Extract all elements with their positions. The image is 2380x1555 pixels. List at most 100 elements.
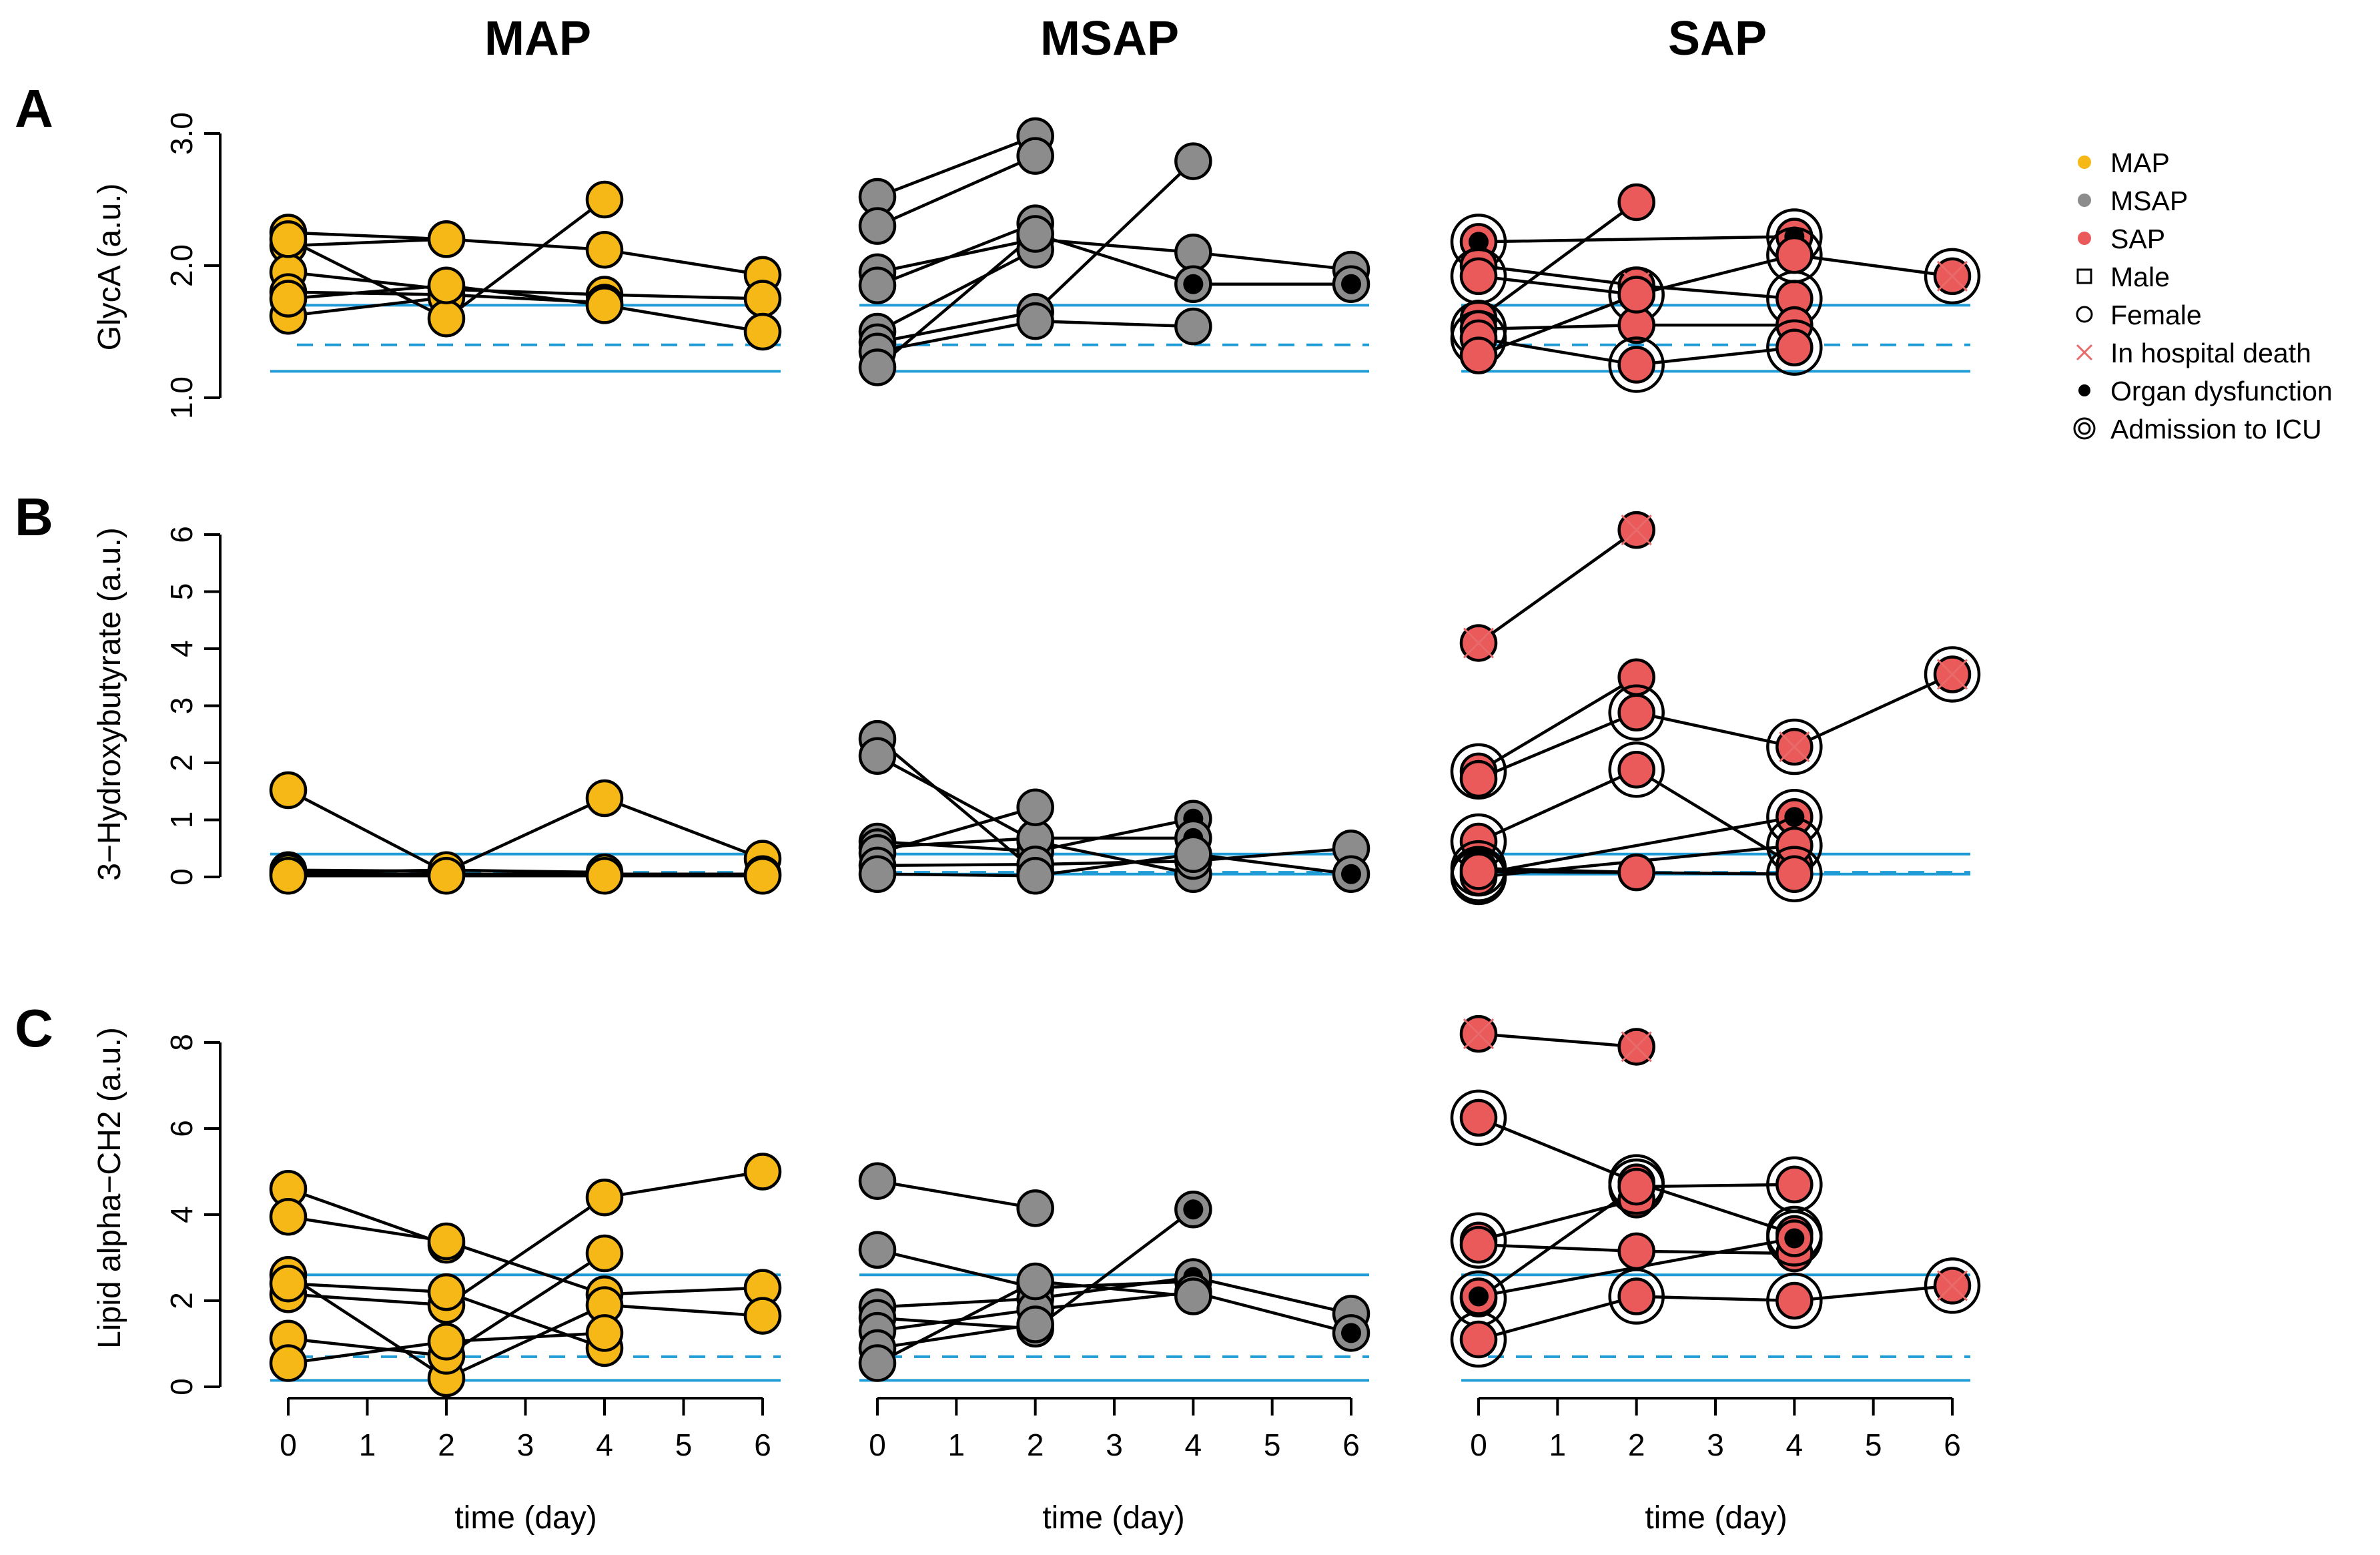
- icu-ring-marker: [1450, 1212, 1507, 1269]
- subject-line: [877, 154, 1036, 228]
- subject-line: [876, 248, 1036, 333]
- data-point: [1016, 857, 1054, 895]
- icu-ring-marker: [1608, 1268, 1665, 1325]
- subject-line: [288, 270, 763, 300]
- legend-label-female: Female: [2110, 300, 2202, 330]
- y-tick-label: 0: [164, 868, 199, 886]
- data-point: [269, 220, 308, 258]
- death-marker: [1463, 1018, 1495, 1050]
- icu-ring-marker: [1450, 848, 1507, 906]
- x-tick-label: 1: [359, 1428, 376, 1462]
- y-tick-label: 3: [164, 697, 199, 715]
- legend-label-organ: Organ dysfunction: [2110, 376, 2333, 406]
- data-point: [427, 1323, 466, 1361]
- data-point: [1459, 336, 1498, 374]
- subject-line: [287, 789, 448, 874]
- group-map: 0 1 2 3 4 5 6: [269, 1153, 782, 1462]
- subject-line: [877, 852, 1352, 878]
- icu-ring-marker: [1766, 1272, 1823, 1329]
- group-sap: [1450, 183, 1981, 393]
- data-point: [269, 771, 308, 810]
- data-point: [585, 1234, 624, 1273]
- data-point: [743, 280, 782, 318]
- group-msap: [858, 117, 1370, 386]
- x-tick-label: 5: [1865, 1428, 1882, 1462]
- data-point: [1775, 236, 1814, 274]
- legend-map-icon: [2078, 156, 2091, 169]
- data-point: [427, 299, 466, 338]
- death-marker: [1936, 1270, 1968, 1301]
- legend-label-male: Male: [2110, 262, 2170, 292]
- organ-dysfunction-marker: [1469, 1286, 1489, 1307]
- x-tick-label: 0: [1470, 1428, 1487, 1462]
- x-tick-label: 3: [517, 1428, 534, 1462]
- subject-line: [1478, 235, 1795, 244]
- data-point: [1016, 215, 1054, 253]
- subject-line: [288, 1170, 763, 1307]
- y-tick-label: 4: [164, 1206, 199, 1223]
- data-point: [858, 348, 897, 386]
- group-map: [269, 180, 782, 373]
- subject-line: [877, 1179, 1036, 1210]
- data-point: [1617, 1232, 1655, 1271]
- panel-letter-b: B: [15, 487, 53, 547]
- data-point: [858, 1344, 897, 1382]
- death-marker: [1621, 1031, 1652, 1062]
- death-marker: [1621, 515, 1652, 546]
- y-axis-title-a: GlycA (a.u.): [92, 184, 127, 351]
- data-point: [427, 1222, 466, 1261]
- double-ring-inner-icon: [2078, 422, 2091, 435]
- subject-line: [1478, 1284, 1953, 1341]
- group-msap: [858, 719, 1370, 895]
- data-point: [1459, 257, 1498, 296]
- icu-ring-marker: [1766, 319, 1823, 376]
- organ-dysfunction-marker: [1183, 1199, 1204, 1220]
- column-title-map: MAP: [484, 12, 591, 65]
- subject-line: [877, 1290, 1352, 1335]
- data-point: [1016, 1305, 1054, 1343]
- x-tick-label: 0: [280, 1428, 297, 1462]
- subject-line: [1478, 253, 1953, 357]
- data-point: [1016, 788, 1054, 826]
- y-tick-label: 8: [164, 1034, 199, 1051]
- data-point: [743, 857, 782, 895]
- organ-dysfunction-marker: [1341, 274, 1361, 294]
- y-tick-label: 1: [164, 812, 199, 829]
- icu-ring-marker: [1450, 1089, 1507, 1147]
- subject-line: [877, 1323, 1036, 1350]
- death-marker: [1936, 659, 1968, 690]
- data-point: [269, 1197, 308, 1236]
- data-point: [427, 266, 466, 304]
- y-tick-label: 4: [164, 640, 199, 657]
- data-point: [1617, 1277, 1655, 1315]
- plot-layer: 1.0 2.0 3.0 0 1 2 3 4 5 6 0 2 4 6 8 0 1 2 3 4 5 6 0 1 2 3 4 5 6 0 1 2 3 4…: [164, 112, 1981, 1462]
- y-axis-title-c: Lipid alpha−CH2 (a.u.): [92, 1027, 127, 1349]
- x-tick-label: 2: [1628, 1428, 1645, 1462]
- y-tick-label: 3.0: [164, 112, 199, 155]
- subject-line: [1478, 816, 1795, 876]
- data-point: [1016, 137, 1054, 175]
- subject-line: [1478, 1198, 1637, 1242]
- y-axis-title-b: 3−Hydroxybutyrate (a.u.): [92, 527, 127, 881]
- x-tick-label: 2: [438, 1428, 455, 1462]
- x-tick-label: 4: [1185, 1428, 1202, 1462]
- legend-label-icu: Admission to ICU: [2110, 414, 2322, 444]
- data-point: [269, 280, 308, 318]
- subject-line: [287, 1273, 763, 1380]
- subject-line: [877, 134, 1036, 199]
- data-point: [1617, 853, 1655, 892]
- group-sap: 0 1 2 3 4 5 6: [1450, 1014, 1981, 1462]
- data-point: [269, 1264, 308, 1303]
- data-point: [585, 779, 624, 818]
- icu-ring-marker: [1766, 226, 1823, 284]
- icu-ring-marker: [1608, 336, 1665, 393]
- data-point: [1459, 1099, 1498, 1137]
- icu-ring-marker: [1766, 718, 1823, 775]
- data-point: [585, 180, 624, 219]
- subject-line: [1477, 529, 1637, 645]
- data-point: [1459, 1225, 1498, 1264]
- data-point: [1617, 346, 1655, 384]
- legend: MAP MSAP SAP Male Female In hospital dea…: [2073, 147, 2333, 444]
- legend-label-msap: MSAP: [2110, 186, 2188, 216]
- panel-letter-c: C: [15, 998, 53, 1058]
